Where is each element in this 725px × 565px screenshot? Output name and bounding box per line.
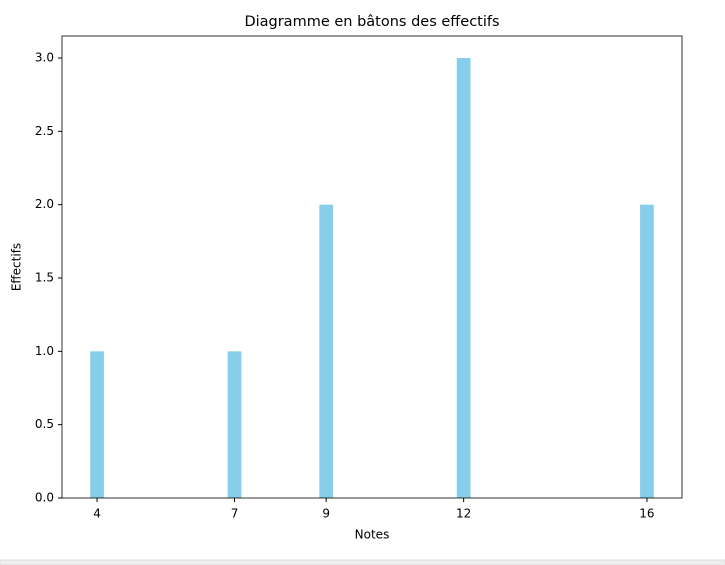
bar bbox=[640, 204, 654, 498]
x-tick-label: 7 bbox=[231, 507, 239, 521]
plot-frame bbox=[61, 35, 683, 499]
y-axis-label: Effectifs bbox=[10, 243, 24, 291]
bar bbox=[90, 351, 104, 498]
y-tick-label: 1.0 bbox=[35, 344, 54, 358]
x-tick-label: 9 bbox=[322, 507, 330, 521]
x-tick-label: 12 bbox=[456, 507, 471, 521]
x-axis-label: Notes bbox=[355, 528, 390, 542]
bar bbox=[319, 204, 334, 498]
bottom-strip bbox=[0, 559, 725, 565]
y-tick-label: 1.5 bbox=[35, 271, 54, 285]
y-tick-label: 0.5 bbox=[35, 417, 54, 431]
bar bbox=[456, 58, 471, 498]
chart-title: Diagramme en bâtons des effectifs bbox=[244, 14, 499, 30]
y-tick-label: 2.5 bbox=[35, 124, 54, 138]
bar bbox=[227, 351, 242, 498]
x-tick-label: 4 bbox=[93, 507, 101, 521]
y-tick-label: 2.0 bbox=[35, 197, 54, 211]
y-tick-label: 3.0 bbox=[35, 51, 54, 65]
x-tick-label: 16 bbox=[639, 507, 654, 521]
y-tick-label: 0.0 bbox=[35, 491, 54, 505]
